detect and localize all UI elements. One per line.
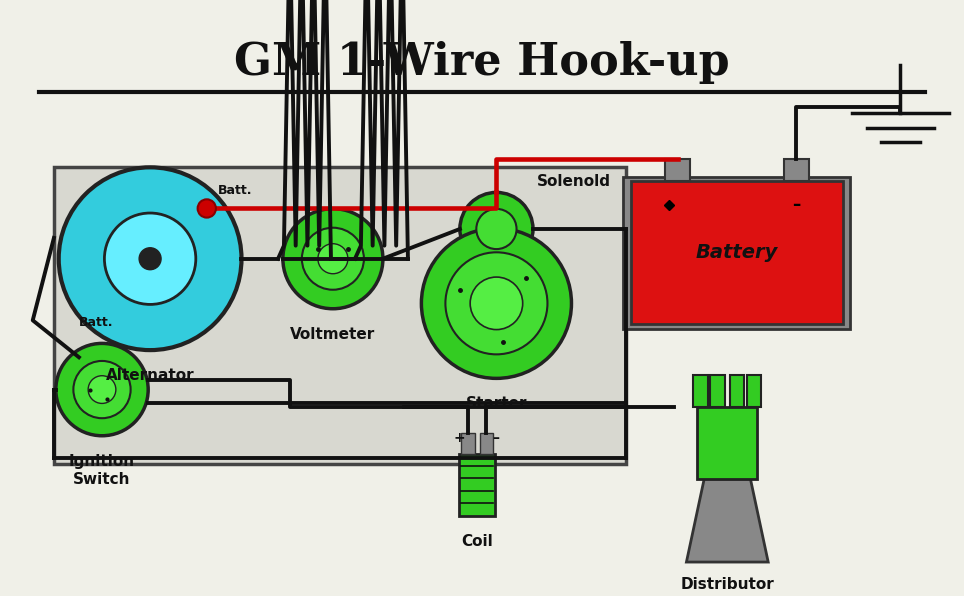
Circle shape <box>476 209 517 249</box>
Circle shape <box>56 343 148 436</box>
Text: Batt.: Batt. <box>79 315 114 328</box>
Bar <box>480 433 493 454</box>
Text: Solenold: Solenold <box>537 174 610 189</box>
Text: –: – <box>792 196 800 214</box>
Circle shape <box>59 167 242 350</box>
Bar <box>747 375 762 408</box>
Circle shape <box>318 244 348 274</box>
Bar <box>631 181 843 324</box>
Text: Distributor: Distributor <box>681 577 774 592</box>
Bar <box>462 433 475 454</box>
Text: Coil: Coil <box>462 534 493 549</box>
Bar <box>459 454 495 516</box>
Bar <box>693 375 708 408</box>
Circle shape <box>104 213 196 305</box>
Circle shape <box>460 193 533 266</box>
Bar <box>624 176 850 329</box>
Text: –: – <box>492 430 499 445</box>
Text: Starter: Starter <box>466 396 527 411</box>
Circle shape <box>421 228 572 378</box>
Bar <box>665 159 690 181</box>
Text: GM 1-Wire Hook-up: GM 1-Wire Hook-up <box>234 41 730 84</box>
Polygon shape <box>686 479 768 562</box>
Text: Alternator: Alternator <box>106 368 195 383</box>
Text: Battery: Battery <box>696 243 778 262</box>
Circle shape <box>302 228 363 290</box>
Text: Ignition
Switch: Ignition Switch <box>69 454 135 487</box>
Circle shape <box>88 375 116 403</box>
Circle shape <box>282 209 383 309</box>
Text: Batt.: Batt. <box>218 185 253 197</box>
Circle shape <box>139 248 161 270</box>
Bar <box>784 159 809 181</box>
Bar <box>54 166 627 464</box>
Circle shape <box>470 277 522 330</box>
Text: +: + <box>453 430 465 445</box>
Text: Voltmeter: Voltmeter <box>290 327 376 342</box>
Circle shape <box>198 199 216 218</box>
Circle shape <box>445 252 548 355</box>
Bar <box>710 375 725 408</box>
Bar <box>698 408 757 479</box>
Bar <box>730 375 744 408</box>
Circle shape <box>73 361 131 418</box>
